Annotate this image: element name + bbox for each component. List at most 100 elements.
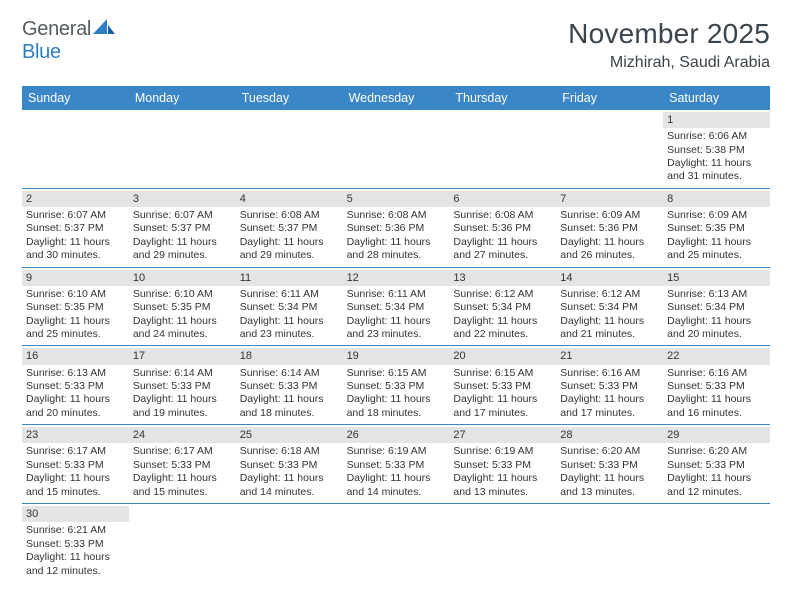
sunset-text: Sunset: 5:35 PM	[667, 222, 766, 235]
daylight-text: and 29 minutes.	[240, 249, 339, 262]
empty-cell	[343, 110, 450, 188]
daylight-text: Daylight: 11 hours	[240, 236, 339, 249]
sunrise-text: Sunrise: 6:08 AM	[453, 209, 552, 222]
location: Mizhirah, Saudi Arabia	[568, 54, 770, 72]
daylight-text: Daylight: 11 hours	[453, 472, 552, 485]
day-number: 23	[22, 427, 129, 443]
sunrise-text: Sunrise: 6:06 AM	[667, 130, 766, 143]
daylight-text: and 12 minutes.	[667, 486, 766, 499]
daylight-text: Daylight: 11 hours	[240, 315, 339, 328]
daylight-text: and 27 minutes.	[453, 249, 552, 262]
day-number: 2	[22, 191, 129, 207]
day-cell: 3Sunrise: 6:07 AMSunset: 5:37 PMDaylight…	[129, 189, 236, 267]
day-number: 19	[343, 348, 450, 364]
sunset-text: Sunset: 5:33 PM	[240, 459, 339, 472]
daylight-text: Daylight: 11 hours	[26, 472, 125, 485]
day-number: 30	[22, 506, 129, 522]
day-cell: 18Sunrise: 6:14 AMSunset: 5:33 PMDayligh…	[236, 346, 343, 424]
empty-cell	[236, 110, 343, 188]
day-cell: 1Sunrise: 6:06 AMSunset: 5:38 PMDaylight…	[663, 110, 770, 188]
dow-sunday: Sunday	[22, 86, 129, 110]
daylight-text: Daylight: 11 hours	[667, 236, 766, 249]
day-number: 20	[449, 348, 556, 364]
sunset-text: Sunset: 5:35 PM	[133, 301, 232, 314]
daylight-text: and 16 minutes.	[667, 407, 766, 420]
sunrise-text: Sunrise: 6:17 AM	[26, 445, 125, 458]
daylight-text: and 20 minutes.	[26, 407, 125, 420]
day-number: 12	[343, 270, 450, 286]
sunrise-text: Sunrise: 6:18 AM	[240, 445, 339, 458]
sunrise-text: Sunrise: 6:20 AM	[667, 445, 766, 458]
empty-cell	[449, 504, 556, 582]
daylight-text: and 24 minutes.	[133, 328, 232, 341]
sunset-text: Sunset: 5:33 PM	[26, 459, 125, 472]
sunset-text: Sunset: 5:33 PM	[560, 380, 659, 393]
daylight-text: Daylight: 11 hours	[453, 236, 552, 249]
empty-cell	[129, 110, 236, 188]
day-cell: 23 Sunrise: 6:17 AMSunset: 5:33 PMDayligh…	[22, 425, 129, 503]
sunset-text: Sunset: 5:33 PM	[26, 380, 125, 393]
title-block: November 2025 Mizhirah, Saudi Arabia	[568, 18, 770, 72]
daylight-text: Daylight: 11 hours	[240, 472, 339, 485]
day-number: 9	[22, 270, 129, 286]
sunset-text: Sunset: 5:36 PM	[560, 222, 659, 235]
day-cell: 19Sunrise: 6:15 AMSunset: 5:33 PMDayligh…	[343, 346, 450, 424]
sunrise-text: Sunrise: 6:16 AM	[667, 367, 766, 380]
daylight-text: and 14 minutes.	[240, 486, 339, 499]
dow-tuesday: Tuesday	[236, 86, 343, 110]
sunrise-text: Sunrise: 6:08 AM	[240, 209, 339, 222]
daylight-text: and 17 minutes.	[560, 407, 659, 420]
day-cell: 4Sunrise: 6:08 AMSunset: 5:37 PMDaylight…	[236, 189, 343, 267]
daylight-text: and 18 minutes.	[347, 407, 446, 420]
daylight-text: and 26 minutes.	[560, 249, 659, 262]
empty-cell	[556, 504, 663, 582]
sunset-text: Sunset: 5:33 PM	[347, 459, 446, 472]
daylight-text: and 23 minutes.	[240, 328, 339, 341]
weeks-container: 1Sunrise: 6:06 AMSunset: 5:38 PMDaylight…	[22, 110, 770, 582]
sunrise-text: Sunrise: 6:15 AM	[347, 367, 446, 380]
dow-wednesday: Wednesday	[343, 86, 450, 110]
day-cell: 21Sunrise: 6:16 AMSunset: 5:33 PMDayligh…	[556, 346, 663, 424]
daylight-text: and 18 minutes.	[240, 407, 339, 420]
day-number: 8	[663, 191, 770, 207]
sunset-text: Sunset: 5:33 PM	[133, 459, 232, 472]
week-row: 23Sunrise: 6:17 AMSunset: 5:33 PMDayligh…	[22, 425, 770, 504]
sunrise-text: Sunrise: 6:11 AM	[347, 288, 446, 301]
sunset-text: Sunset: 5:33 PM	[240, 380, 339, 393]
week-row: 30Sunrise: 6:21 AMSunset: 5:33 PMDayligh…	[22, 504, 770, 582]
sunrise-text: Sunrise: 6:12 AM	[560, 288, 659, 301]
calendar-grid: Sunday Monday Tuesday Wednesday Thursday…	[22, 86, 770, 582]
sunset-text: Sunset: 5:37 PM	[133, 222, 232, 235]
daylight-text: Daylight: 11 hours	[667, 315, 766, 328]
sunset-text: Sunset: 5:37 PM	[240, 222, 339, 235]
sunrise-text: Sunrise: 6:12 AM	[453, 288, 552, 301]
sunset-text: Sunset: 5:33 PM	[26, 538, 125, 551]
daylight-text: and 14 minutes.	[347, 486, 446, 499]
empty-cell	[236, 504, 343, 582]
sunrise-text: Sunrise: 6:19 AM	[453, 445, 552, 458]
day-cell: 29Sunrise: 6:20 AMSunset: 5:33 PMDayligh…	[663, 425, 770, 503]
sunset-text: Sunset: 5:34 PM	[453, 301, 552, 314]
daylight-text: Daylight: 11 hours	[667, 472, 766, 485]
week-row: 16Sunrise: 6:13 AMSunset: 5:33 PMDayligh…	[22, 346, 770, 425]
daylight-text: Daylight: 11 hours	[26, 315, 125, 328]
dow-friday: Friday	[556, 86, 663, 110]
sunrise-text: Sunrise: 6:21 AM	[26, 524, 125, 537]
sunset-text: Sunset: 5:38 PM	[667, 144, 766, 157]
day-cell: 12Sunrise: 6:11 AMSunset: 5:34 PMDayligh…	[343, 268, 450, 346]
day-cell: 14Sunrise: 6:12 AMSunset: 5:34 PMDayligh…	[556, 268, 663, 346]
daylight-text: Daylight: 11 hours	[240, 393, 339, 406]
daylight-text: and 19 minutes.	[133, 407, 232, 420]
sunrise-text: Sunrise: 6:14 AM	[133, 367, 232, 380]
day-number: 21	[556, 348, 663, 364]
daylight-text: Daylight: 11 hours	[560, 393, 659, 406]
daylight-text: Daylight: 11 hours	[26, 393, 125, 406]
calendar-page: GeneralBlue November 2025 Mizhirah, Saud…	[0, 0, 792, 600]
daylight-text: and 30 minutes.	[26, 249, 125, 262]
sunset-text: Sunset: 5:33 PM	[453, 380, 552, 393]
week-row: 1Sunrise: 6:06 AMSunset: 5:38 PMDaylight…	[22, 110, 770, 189]
day-number: 26	[343, 427, 450, 443]
sunset-text: Sunset: 5:33 PM	[347, 380, 446, 393]
day-cell: 5Sunrise: 6:08 AMSunset: 5:36 PMDaylight…	[343, 189, 450, 267]
day-number: 28	[556, 427, 663, 443]
